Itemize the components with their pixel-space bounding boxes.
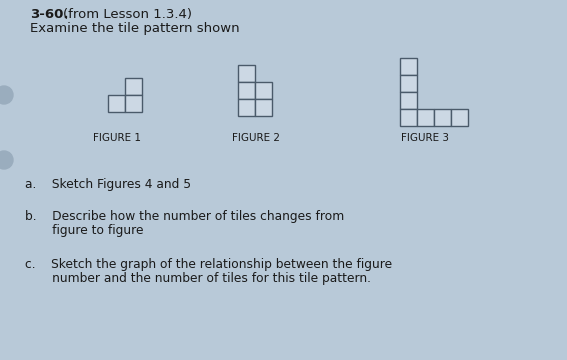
Text: (from Lesson 1.3.4): (from Lesson 1.3.4) — [63, 8, 192, 21]
Bar — [451, 109, 468, 126]
Bar — [400, 92, 417, 109]
Text: c.    Sketch the graph of the relationship between the figure: c. Sketch the graph of the relationship … — [25, 258, 392, 271]
Bar — [255, 99, 272, 116]
Bar — [108, 95, 125, 112]
Bar — [255, 82, 272, 99]
Bar — [238, 99, 255, 116]
Text: FIGURE 2: FIGURE 2 — [232, 133, 280, 143]
Bar — [400, 58, 417, 75]
Bar — [400, 75, 417, 92]
Text: 3-60.: 3-60. — [30, 8, 69, 21]
Bar — [238, 65, 255, 82]
Bar — [125, 78, 142, 95]
Text: a.    Sketch Figures 4 and 5: a. Sketch Figures 4 and 5 — [25, 178, 191, 191]
Text: FIGURE 3: FIGURE 3 — [401, 133, 449, 143]
Text: figure to figure: figure to figure — [25, 224, 143, 237]
Circle shape — [0, 86, 13, 104]
Text: b.    Describe how the number of tiles changes from: b. Describe how the number of tiles chan… — [25, 210, 344, 223]
Text: FIGURE 1: FIGURE 1 — [93, 133, 141, 143]
Bar — [238, 82, 255, 99]
Bar — [125, 95, 142, 112]
Text: Examine the tile pattern shown: Examine the tile pattern shown — [30, 22, 240, 35]
Bar — [400, 109, 417, 126]
Text: number and the number of tiles for this tile pattern.: number and the number of tiles for this … — [25, 272, 371, 285]
Circle shape — [0, 151, 13, 169]
Bar — [417, 109, 434, 126]
Bar — [434, 109, 451, 126]
